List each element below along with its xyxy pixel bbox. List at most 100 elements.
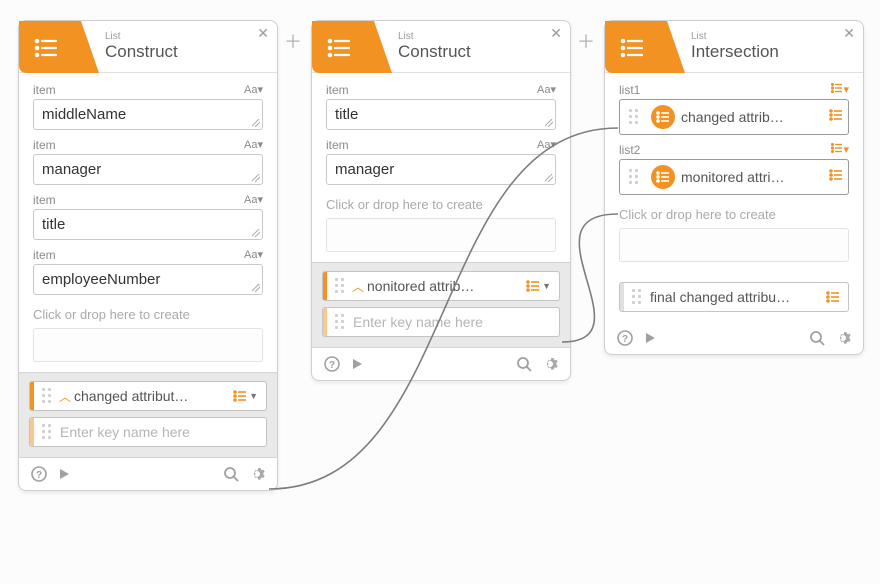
type-selector[interactable]: Aa▾ — [244, 138, 263, 152]
type-selector[interactable]: Aa▾ — [244, 193, 263, 207]
field-label: item — [33, 138, 56, 152]
item-input[interactable]: manager — [326, 154, 556, 185]
gear-icon[interactable] — [249, 466, 265, 482]
input-label: list2 — [619, 143, 640, 157]
type-selector[interactable]: Aa▾ — [244, 83, 263, 97]
close-icon[interactable]: ✕ — [257, 25, 269, 42]
field-label: item — [33, 248, 56, 262]
card-footer: ? — [19, 458, 277, 490]
gear-icon[interactable] — [542, 356, 558, 372]
drop-zone[interactable] — [326, 218, 556, 252]
drop-zone[interactable] — [33, 328, 263, 362]
list-icon — [33, 35, 59, 61]
list-icon — [826, 291, 844, 303]
help-icon[interactable]: ? — [617, 330, 633, 346]
grip-icon[interactable] — [42, 388, 54, 404]
grip-icon[interactable] — [629, 109, 641, 125]
input-label: list1 — [619, 83, 640, 97]
card-header: List Construct ✕ — [312, 21, 570, 73]
output-type-icon[interactable]: ▼ — [233, 390, 262, 402]
play-icon[interactable] — [643, 331, 657, 345]
close-icon[interactable]: ✕ — [550, 25, 562, 42]
drop-placeholder[interactable]: Click or drop here to create — [619, 203, 849, 228]
grip-icon[interactable] — [629, 169, 641, 185]
help-icon[interactable]: ? — [324, 356, 340, 372]
output-type-icon[interactable]: ▼ — [526, 280, 555, 292]
grip-icon[interactable] — [335, 278, 347, 294]
item-input[interactable]: middleName — [33, 99, 263, 130]
chevron-up-icon[interactable]: ︿ — [58, 388, 72, 405]
output-chip[interactable]: ︿ changed attribut… ▼ — [29, 381, 267, 411]
list-icon — [651, 165, 675, 189]
type-selector[interactable]: Aa▾ — [537, 138, 556, 152]
output-section: ︿ nonitored attrib… ▼ Enter key name her… — [312, 262, 570, 348]
add-node-button[interactable]: ＋ — [577, 28, 595, 54]
item-input[interactable]: title — [326, 99, 556, 130]
input-ref-chip[interactable]: monitored attri… — [619, 159, 849, 195]
card-title: Intersection — [691, 42, 779, 62]
output-label: nonitored attrib… — [365, 278, 526, 294]
field-label: item — [326, 138, 349, 152]
search-icon[interactable] — [809, 330, 825, 346]
list-icon — [326, 35, 352, 61]
list-icon — [619, 35, 645, 61]
item-input[interactable]: employeeNumber — [33, 264, 263, 295]
svg-text:?: ? — [36, 470, 42, 481]
type-selector[interactable]: Aa▾ — [244, 248, 263, 262]
card-body: item Aa▾ middleName item Aa▾ manager item A… — [19, 73, 277, 372]
grip-icon[interactable] — [632, 289, 644, 305]
card-title: Construct — [105, 42, 178, 62]
grip-icon[interactable] — [42, 424, 54, 440]
item-input[interactable]: manager — [33, 154, 263, 185]
drop-zone[interactable] — [619, 228, 849, 262]
play-icon[interactable] — [57, 467, 71, 481]
card-header: List Construct ✕ — [19, 21, 277, 73]
node-card-intersection[interactable]: List Intersection ✕ list1 ▾ change — [604, 20, 864, 355]
chevron-up-icon[interactable]: ︿ — [351, 278, 365, 295]
grip-icon[interactable] — [335, 314, 347, 330]
search-icon[interactable] — [516, 356, 532, 372]
output-chip[interactable]: ︿ nonitored attrib… ▼ — [322, 271, 560, 301]
key-chip[interactable]: Enter key name here — [29, 417, 267, 447]
type-selector[interactable]: ▾ — [831, 143, 849, 157]
card-footer: ? — [312, 348, 570, 380]
field-label: item — [33, 193, 56, 207]
play-icon[interactable] — [350, 357, 364, 371]
key-placeholder[interactable]: Enter key name here — [58, 424, 262, 440]
svg-text:?: ? — [622, 334, 628, 345]
card-body: item Aa▾ title item Aa▾ manager Click or d… — [312, 73, 570, 262]
card-header: List Intersection ✕ — [605, 21, 863, 73]
node-card-construct-1[interactable]: List Construct ✕ item Aa▾ middleName item… — [18, 20, 278, 491]
drop-placeholder[interactable]: Click or drop here to create — [33, 303, 263, 328]
close-icon[interactable]: ✕ — [843, 25, 855, 42]
card-category: List — [398, 31, 471, 43]
output-section: ︿ changed attribut… ▼ Enter key name her… — [19, 372, 277, 458]
ref-label: changed attrib… — [681, 109, 823, 125]
svg-text:?: ? — [329, 360, 335, 371]
node-card-construct-2[interactable]: List Construct ✕ item Aa▾ title item Aa▾ m… — [311, 20, 571, 381]
item-input[interactable]: title — [33, 209, 263, 240]
ref-label: monitored attri… — [681, 169, 823, 185]
gear-icon[interactable] — [835, 330, 851, 346]
search-icon[interactable] — [223, 466, 239, 482]
type-selector[interactable]: Aa▾ — [537, 83, 556, 97]
key-placeholder[interactable]: Enter key name here — [351, 314, 555, 330]
type-selector[interactable]: ▾ — [831, 83, 849, 97]
card-category: List — [105, 31, 178, 43]
card-title: Construct — [398, 42, 471, 62]
card-footer: ? — [605, 322, 863, 354]
help-icon[interactable]: ? — [31, 466, 47, 482]
list-icon — [829, 168, 843, 186]
field-label: item — [33, 83, 56, 97]
key-chip[interactable]: Enter key name here — [322, 307, 560, 337]
input-ref-chip[interactable]: changed attrib… — [619, 99, 849, 135]
card-body: list1 ▾ changed attrib… — [605, 73, 863, 322]
result-label: final changed attribu… — [648, 289, 826, 305]
flow-canvas[interactable]: List Construct ✕ item Aa▾ middleName item… — [0, 0, 880, 584]
list-icon — [651, 105, 675, 129]
field-label: item — [326, 83, 349, 97]
result-chip[interactable]: final changed attribu… — [619, 282, 849, 312]
output-label: changed attribut… — [72, 388, 233, 404]
drop-placeholder[interactable]: Click or drop here to create — [326, 193, 556, 218]
add-node-button[interactable]: ＋ — [284, 28, 302, 54]
